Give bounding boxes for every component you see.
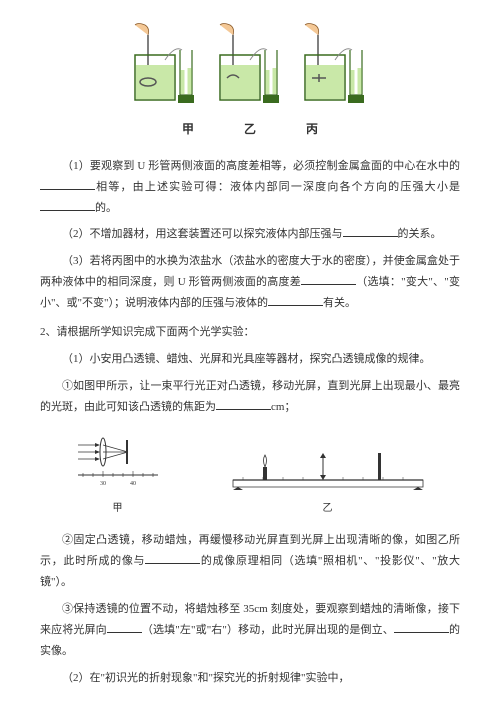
question-1-3: （3）若将丙图中的水换为浓盐水（浓盐水的密度大于水的密度），并使金属盒处于两种液… xyxy=(40,251,460,314)
beaker-yi xyxy=(215,20,285,110)
svg-text:40: 40 xyxy=(130,481,136,487)
lens-figure-jia: 30 40 甲 xyxy=(73,430,163,519)
pressure-experiment-figure xyxy=(40,20,460,110)
blank xyxy=(40,200,95,211)
blank xyxy=(268,295,323,306)
beaker-diagram-1 xyxy=(130,20,200,110)
label-yi: 乙 xyxy=(244,118,256,141)
bench-figure-yi: 乙 xyxy=(228,445,428,519)
question-1-2: （2）不增加器材，用这套装置还可以探究液体内部压强与的关系。 xyxy=(40,224,460,245)
svg-text:30: 30 xyxy=(100,481,106,487)
beaker-bing xyxy=(300,20,370,110)
blank xyxy=(107,622,142,633)
question-2-1: （1）小安用凸透镜、蜡烛、光屏和光具座等器材，探究凸透镜成像的规律。 xyxy=(40,349,460,370)
optics-label-yi: 乙 xyxy=(228,499,428,518)
question-2-1-1: ①如图甲所示，让一束平行光正对凸透镜，移动光屏，直到光屏上出现最小、最亮的光斑，… xyxy=(40,376,460,418)
lens-diagram: 30 40 xyxy=(73,430,163,490)
beaker-diagram-3 xyxy=(300,20,370,110)
blank xyxy=(394,622,449,633)
question-2-1-2: ②固定凸透镜，移动蜡烛，再缓慢移动光屏直到光屏上出现清晰的像，如图乙所示，此时所… xyxy=(40,530,460,593)
blank xyxy=(343,226,398,237)
question-2-1-3: ③保持透镜的位置不动，将蜡烛移至 35cm 刻度处，要观察到蜡烛的清晰像，接下来… xyxy=(40,599,460,662)
blank xyxy=(40,179,95,190)
question-1-1: （1）要观察到 U 形管两侧液面的高度差相等，必须控制金属盒面的中心在水中的相等… xyxy=(40,156,460,219)
label-jia: 甲 xyxy=(182,118,194,141)
optics-figures: 30 40 甲 乙 xyxy=(40,430,460,519)
question-2-header: 2、请根据所学知识完成下面两个光学实验： xyxy=(40,322,460,343)
optical-bench-diagram xyxy=(228,445,428,490)
figure1-labels: 甲 乙 丙 xyxy=(40,118,460,141)
blank xyxy=(216,399,271,410)
beaker-diagram-2 xyxy=(215,20,285,110)
label-bing: 丙 xyxy=(306,118,318,141)
beaker-jia xyxy=(130,20,200,110)
blank xyxy=(301,274,356,285)
blank xyxy=(145,553,200,564)
optics-label-jia: 甲 xyxy=(73,499,163,518)
question-2-2: （2）在"初识光的折射现象"和"探究光的折射规律"实验中， xyxy=(40,668,460,689)
